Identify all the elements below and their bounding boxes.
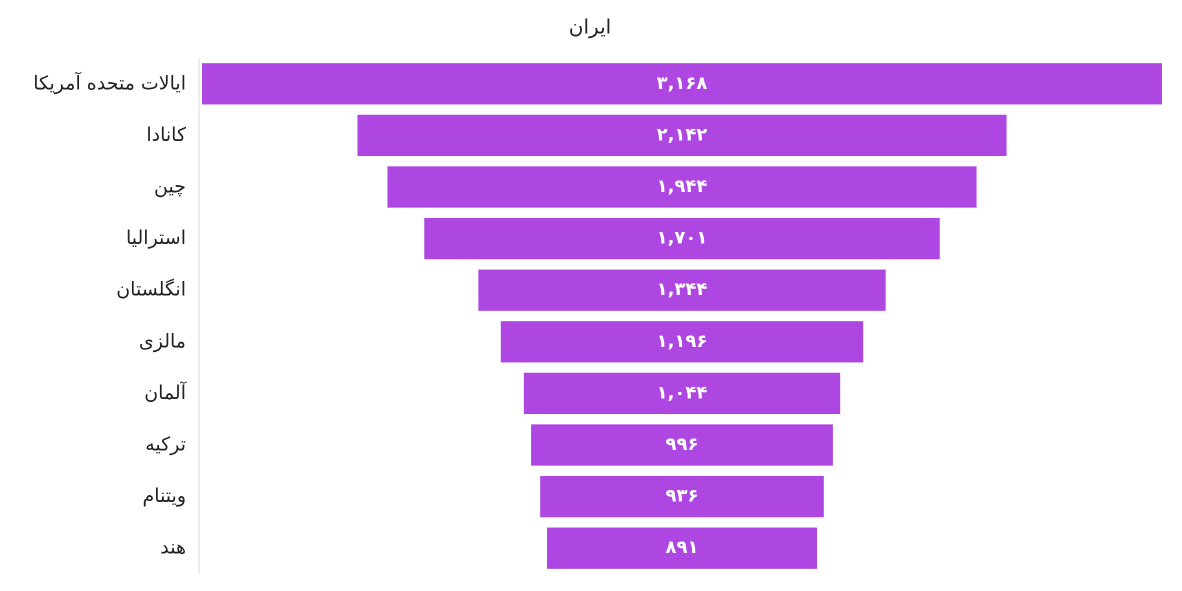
bar	[202, 63, 1162, 105]
value-label: ۲,۱۴۲	[657, 124, 708, 145]
bar	[357, 114, 1007, 157]
category-label: هند	[160, 537, 186, 559]
bar	[387, 166, 977, 208]
value-label: ۹۳۶	[666, 486, 699, 507]
category-label: چین	[154, 176, 186, 198]
bar	[478, 269, 886, 311]
category-label: مالزی	[139, 330, 186, 352]
value-label: ۱,۱۹۶	[657, 331, 708, 352]
category-label: ویتنام	[143, 485, 186, 507]
category-label: انگلستان	[116, 278, 186, 301]
category-label: استرالیا	[126, 227, 186, 249]
bar	[523, 372, 841, 415]
value-label: ۸۹۱	[666, 537, 699, 558]
value-label: ۱,۷۰۱	[657, 228, 708, 249]
category-label: کانادا	[146, 124, 187, 146]
value-label: ۳,۱۶۸	[657, 73, 708, 94]
value-label: ۱,۳۴۴	[657, 279, 708, 300]
value-label: ۹۹۶	[666, 434, 699, 455]
chart-title: ایران	[569, 15, 611, 39]
value-label: ۱,۰۴۴	[657, 382, 708, 403]
category-label: ایالات متحده آمریکا	[33, 70, 186, 94]
bar	[531, 424, 833, 466]
bar	[500, 321, 864, 363]
bar	[547, 527, 817, 569]
bar	[424, 217, 940, 260]
bar	[540, 475, 824, 518]
value-label: ۱,۹۴۴	[657, 176, 708, 197]
category-label: ترکیه	[145, 434, 186, 456]
category-label: آلمان	[144, 380, 187, 404]
